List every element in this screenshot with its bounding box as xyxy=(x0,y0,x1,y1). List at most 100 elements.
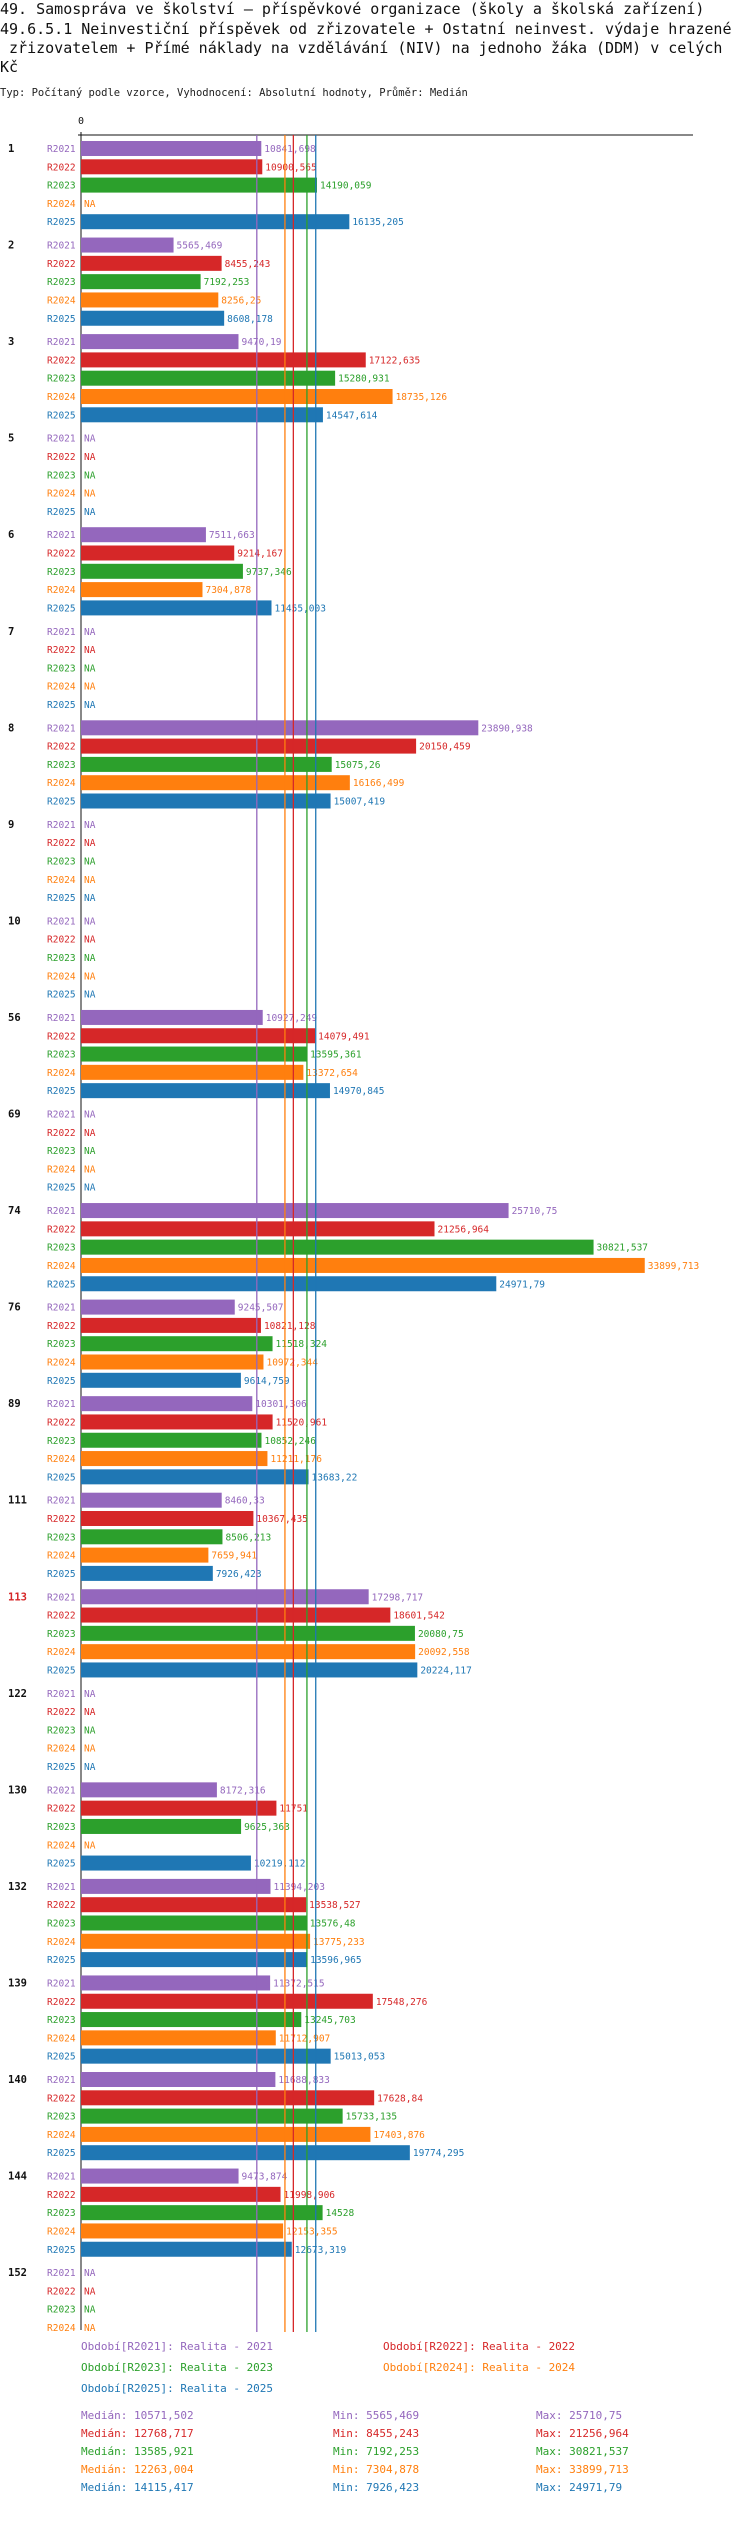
bar-value-label: NA xyxy=(84,916,96,927)
bar-value-label: NA xyxy=(84,2305,96,2316)
series-row-label: R2024 xyxy=(47,1937,76,1948)
bar-value-label: NA xyxy=(84,452,96,463)
legend-max: Max: 24971,79 xyxy=(536,2481,623,2494)
series-row-label: R2023 xyxy=(47,663,76,674)
bar-value-label: NA xyxy=(84,856,96,867)
bar-value-label: 7511,663 xyxy=(209,530,255,541)
series-row-label: R2025 xyxy=(47,1665,76,1676)
legend-period: Období[R2025]: Realita - 2025 xyxy=(81,2382,274,2395)
series-row-label: R2025 xyxy=(47,507,76,518)
bar-value-label: 14970,845 xyxy=(333,1086,384,1097)
bar xyxy=(81,1432,262,1448)
legend-median: Medián: 12263,004 xyxy=(81,2463,194,2476)
bar-value-label: 20080,75 xyxy=(418,1629,464,1640)
bar-value-label: 11394,203 xyxy=(273,1882,324,1893)
bar-value-label: 15733,135 xyxy=(346,2112,397,2123)
legend-min: Min: 5565,469 xyxy=(333,2409,420,2422)
bar xyxy=(81,1662,418,1678)
legend-period: Období[R2021]: Realita - 2021 xyxy=(81,2340,274,2353)
bar-value-label: NA xyxy=(84,820,96,831)
bar-value-label: 9473,874 xyxy=(242,2172,288,2183)
bar xyxy=(81,775,350,791)
bar-value-label: 10927,249 xyxy=(266,1013,318,1024)
group-label: 2 xyxy=(8,240,14,252)
bar-value-label: NA xyxy=(84,1840,96,1851)
series-row-label: R2024 xyxy=(47,1840,76,1851)
series-row-label: R2024 xyxy=(47,1551,76,1562)
bar xyxy=(81,1800,277,1816)
bar-value-label: NA xyxy=(84,1110,96,1121)
series-row-label: R2023 xyxy=(47,1919,76,1930)
bar-value-label: NA xyxy=(84,489,96,500)
series-row-label: R2022 xyxy=(47,1514,76,1525)
bar xyxy=(81,756,332,772)
bar-value-label: NA xyxy=(84,953,96,964)
series-row-label: R2022 xyxy=(47,645,76,656)
bar-value-label: NA xyxy=(84,627,96,638)
group-label: 122 xyxy=(8,1688,27,1700)
bar-value-label: 8256,25 xyxy=(221,295,261,306)
series-row-label: R2021 xyxy=(47,1785,76,1796)
bar xyxy=(81,352,366,368)
bar-value-label: NA xyxy=(84,1146,96,1157)
series-row-label: R2025 xyxy=(47,1376,76,1387)
legend-min: Min: 7304,878 xyxy=(333,2463,420,2476)
bar-value-label: 17403,876 xyxy=(373,2130,425,2141)
bar xyxy=(81,1354,264,1370)
bar xyxy=(81,141,262,156)
bar xyxy=(81,1607,391,1623)
series-row-label: R2025 xyxy=(47,2245,76,2256)
bar xyxy=(81,214,350,230)
bar-value-label: 5565,469 xyxy=(177,241,223,252)
series-row-label: R2024 xyxy=(47,2033,76,2044)
series-row-label: R2024 xyxy=(47,1068,76,1079)
bar xyxy=(81,1028,316,1044)
bar xyxy=(81,545,235,561)
bar-value-label: NA xyxy=(84,2323,96,2334)
series-row-label: R2025 xyxy=(47,1762,76,1773)
bar xyxy=(81,1046,308,1062)
bar-value-label: 14190,059 xyxy=(320,181,372,192)
legend-max: Max: 33899,713 xyxy=(536,2463,629,2476)
series-row-label: R2022 xyxy=(47,452,76,463)
bar-value-label: 13538,527 xyxy=(309,1900,360,1911)
bar-chart: 0 1 R2021 10841,698 R2022 10900,565 R2023 14190… xyxy=(8,116,699,2334)
series-row-label: R2022 xyxy=(47,355,76,366)
legend-median: Medián: 12768,717 xyxy=(81,2427,194,2440)
chart-type-note: Typ: Počítaný podle vzorce, Vyhodnocení:… xyxy=(0,87,468,99)
bar-value-label: 7192,253 xyxy=(204,277,250,288)
bar xyxy=(81,2030,276,2046)
bar-value-label: 10301,306 xyxy=(255,1399,307,1410)
bar-value-label: 9737,346 xyxy=(246,567,292,578)
bar xyxy=(81,1492,222,1508)
bar xyxy=(81,563,243,579)
bar-value-label: NA xyxy=(84,971,96,982)
legend-period: Období[R2023]: Realita - 2023 xyxy=(81,2361,274,2374)
bar-value-label: NA xyxy=(84,1725,96,1736)
series-row-label: R2022 xyxy=(47,1900,76,1911)
series-row-label: R2022 xyxy=(47,935,76,946)
bar-value-label: 13596,965 xyxy=(310,1955,361,1966)
bar-value-label: 19774,295 xyxy=(413,2148,464,2159)
series-row-label: R2021 xyxy=(47,2075,76,2086)
bar-value-label: 9614,759 xyxy=(244,1376,290,1387)
bar-value-label: 14079,491 xyxy=(318,1031,370,1042)
bar-value-label: 24971,79 xyxy=(499,1279,545,1290)
series-row-label: R2025 xyxy=(47,314,76,325)
bar-value-label: 11372,515 xyxy=(273,1978,324,1989)
series-row-label: R2021 xyxy=(47,1399,76,1410)
series-row-label: R2024 xyxy=(47,1647,76,1658)
series-row-label: R2022 xyxy=(47,549,76,560)
group-label: 132 xyxy=(8,1881,27,1893)
bar xyxy=(81,1625,415,1641)
bar xyxy=(81,2241,292,2257)
bar xyxy=(81,1644,416,1660)
bar xyxy=(81,527,206,543)
bar xyxy=(81,1547,209,1563)
legend-min: Min: 8455,243 xyxy=(333,2427,420,2440)
group-label: 144 xyxy=(8,2171,27,2183)
series-row-label: R2022 xyxy=(47,1707,76,1718)
bar-value-label: 13775,233 xyxy=(313,1937,364,1948)
bar-value-label: 21256,964 xyxy=(438,1224,490,1235)
group-label: 152 xyxy=(8,2267,27,2279)
